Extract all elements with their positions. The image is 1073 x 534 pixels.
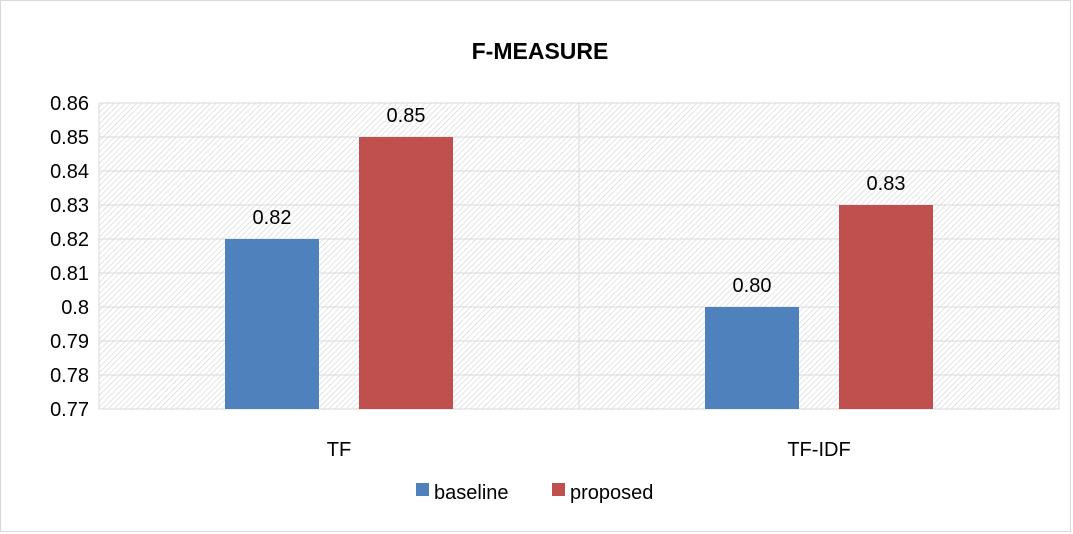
data-labels: 0.82 0.85 0.80 0.83 xyxy=(253,105,906,297)
y-tick-label: 0.8 xyxy=(61,297,89,319)
y-tick-label: 0.85 xyxy=(50,127,89,149)
y-tick-label: 0.78 xyxy=(50,365,89,387)
bar-baseline-tf-idf xyxy=(705,307,799,409)
y-axis-ticks: 0.86 0.85 0.84 0.83 0.82 0.81 0.8 0.79 0.78 0.77 xyxy=(50,93,89,421)
x-axis-categories: TF TF-IDF xyxy=(327,439,851,461)
data-label: 0.82 xyxy=(253,207,292,229)
data-label: 0.80 xyxy=(733,275,772,297)
legend: baseline proposed xyxy=(416,482,653,504)
y-tick-label: 0.83 xyxy=(50,195,89,217)
y-tick-label: 0.84 xyxy=(50,161,89,183)
legend-swatch-baseline xyxy=(416,483,429,496)
y-tick-label: 0.81 xyxy=(50,263,89,285)
bar-baseline-tf xyxy=(225,239,319,409)
y-tick-label: 0.79 xyxy=(50,331,89,353)
data-label: 0.83 xyxy=(867,173,906,195)
y-tick-label: 0.77 xyxy=(50,399,89,421)
x-category-label: TF-IDF xyxy=(787,439,850,461)
legend-label: proposed xyxy=(570,482,653,504)
y-tick-label: 0.86 xyxy=(50,93,89,115)
bar-proposed-tf-idf xyxy=(839,205,933,409)
bar-proposed-tf xyxy=(359,137,453,409)
bars xyxy=(225,137,933,409)
y-tick-label: 0.82 xyxy=(50,229,89,251)
chart-title: F-MEASURE xyxy=(472,38,609,64)
legend-label: baseline xyxy=(434,482,509,504)
x-category-label: TF xyxy=(327,439,351,461)
legend-swatch-proposed xyxy=(552,483,565,496)
data-label: 0.85 xyxy=(387,105,426,127)
